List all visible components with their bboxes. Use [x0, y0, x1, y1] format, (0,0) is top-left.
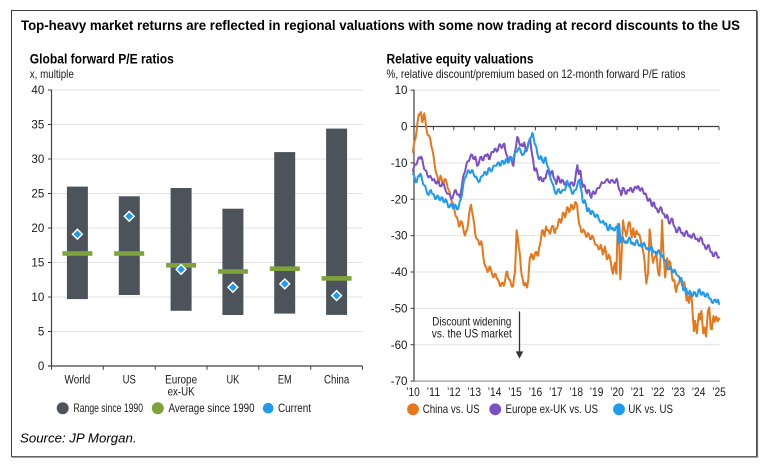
- svg-text:vs. the US market: vs. the US market: [432, 326, 513, 340]
- svg-text:Relative equity valuations: Relative equity valuations: [387, 52, 534, 67]
- svg-text:’14: ’14: [488, 385, 502, 399]
- svg-text:’17: ’17: [549, 385, 563, 399]
- svg-text:’22: ’22: [651, 385, 665, 399]
- svg-text:’23: ’23: [671, 385, 685, 399]
- svg-text:5: 5: [38, 326, 44, 339]
- svg-text:ex-UK: ex-UK: [168, 385, 196, 399]
- svg-text:x, multiple: x, multiple: [30, 67, 74, 81]
- svg-text:’20: ’20: [610, 385, 624, 399]
- svg-text:China vs. US: China vs. US: [423, 402, 480, 416]
- svg-text:-40: -40: [391, 266, 408, 279]
- svg-text:Top-heavy market returns are r: Top-heavy market returns are reflected i…: [21, 17, 740, 33]
- svg-text:10: 10: [31, 291, 44, 304]
- svg-text:-50: -50: [391, 303, 408, 316]
- svg-text:Current: Current: [278, 401, 312, 415]
- svg-text:US: US: [123, 372, 136, 386]
- svg-text:Europe ex-UK vs. US: Europe ex-UK vs. US: [506, 402, 599, 416]
- svg-text:40: 40: [31, 84, 44, 97]
- svg-text:-60: -60: [391, 339, 408, 352]
- svg-text:’18: ’18: [569, 385, 583, 399]
- svg-text:’24: ’24: [692, 385, 706, 399]
- svg-text:Europe: Europe: [165, 372, 197, 386]
- svg-text:UK vs. US: UK vs. US: [628, 402, 673, 416]
- svg-text:-10: -10: [391, 157, 408, 170]
- svg-text:’12: ’12: [447, 385, 461, 399]
- svg-text:35: 35: [31, 119, 44, 132]
- svg-text:-30: -30: [391, 230, 408, 243]
- svg-text:Range since 1990: Range since 1990: [74, 401, 144, 415]
- svg-text:Average since 1990: Average since 1990: [169, 401, 255, 415]
- svg-text:15: 15: [31, 257, 44, 270]
- svg-text:20: 20: [31, 222, 44, 235]
- svg-text:0: 0: [38, 360, 44, 373]
- svg-text:10: 10: [395, 84, 408, 97]
- svg-text:’10: ’10: [406, 385, 420, 399]
- svg-text:EM: EM: [278, 372, 292, 386]
- svg-text:0: 0: [401, 121, 407, 134]
- svg-text:Discount widening: Discount widening: [432, 315, 511, 329]
- svg-text:’13: ’13: [467, 385, 481, 399]
- svg-text:’19: ’19: [590, 385, 604, 399]
- svg-text:China: China: [324, 372, 349, 386]
- svg-text:Global forward P/E ratios: Global forward P/E ratios: [30, 52, 174, 67]
- svg-text:%, relative discount/premium b: %, relative discount/premium based on 12…: [387, 67, 686, 81]
- svg-text:UK: UK: [227, 372, 240, 386]
- svg-text:’25: ’25: [712, 385, 726, 399]
- svg-text:25: 25: [31, 188, 44, 201]
- svg-text:’21: ’21: [631, 385, 645, 399]
- svg-text:World: World: [65, 372, 91, 386]
- svg-text:’16: ’16: [529, 385, 543, 399]
- svg-text:-20: -20: [391, 193, 408, 206]
- svg-text:30: 30: [31, 153, 44, 166]
- svg-text:Source: JP Morgan.: Source: JP Morgan.: [20, 431, 137, 446]
- svg-text:-70: -70: [391, 375, 408, 388]
- svg-text:’11: ’11: [427, 385, 441, 399]
- svg-text:’15: ’15: [508, 385, 522, 399]
